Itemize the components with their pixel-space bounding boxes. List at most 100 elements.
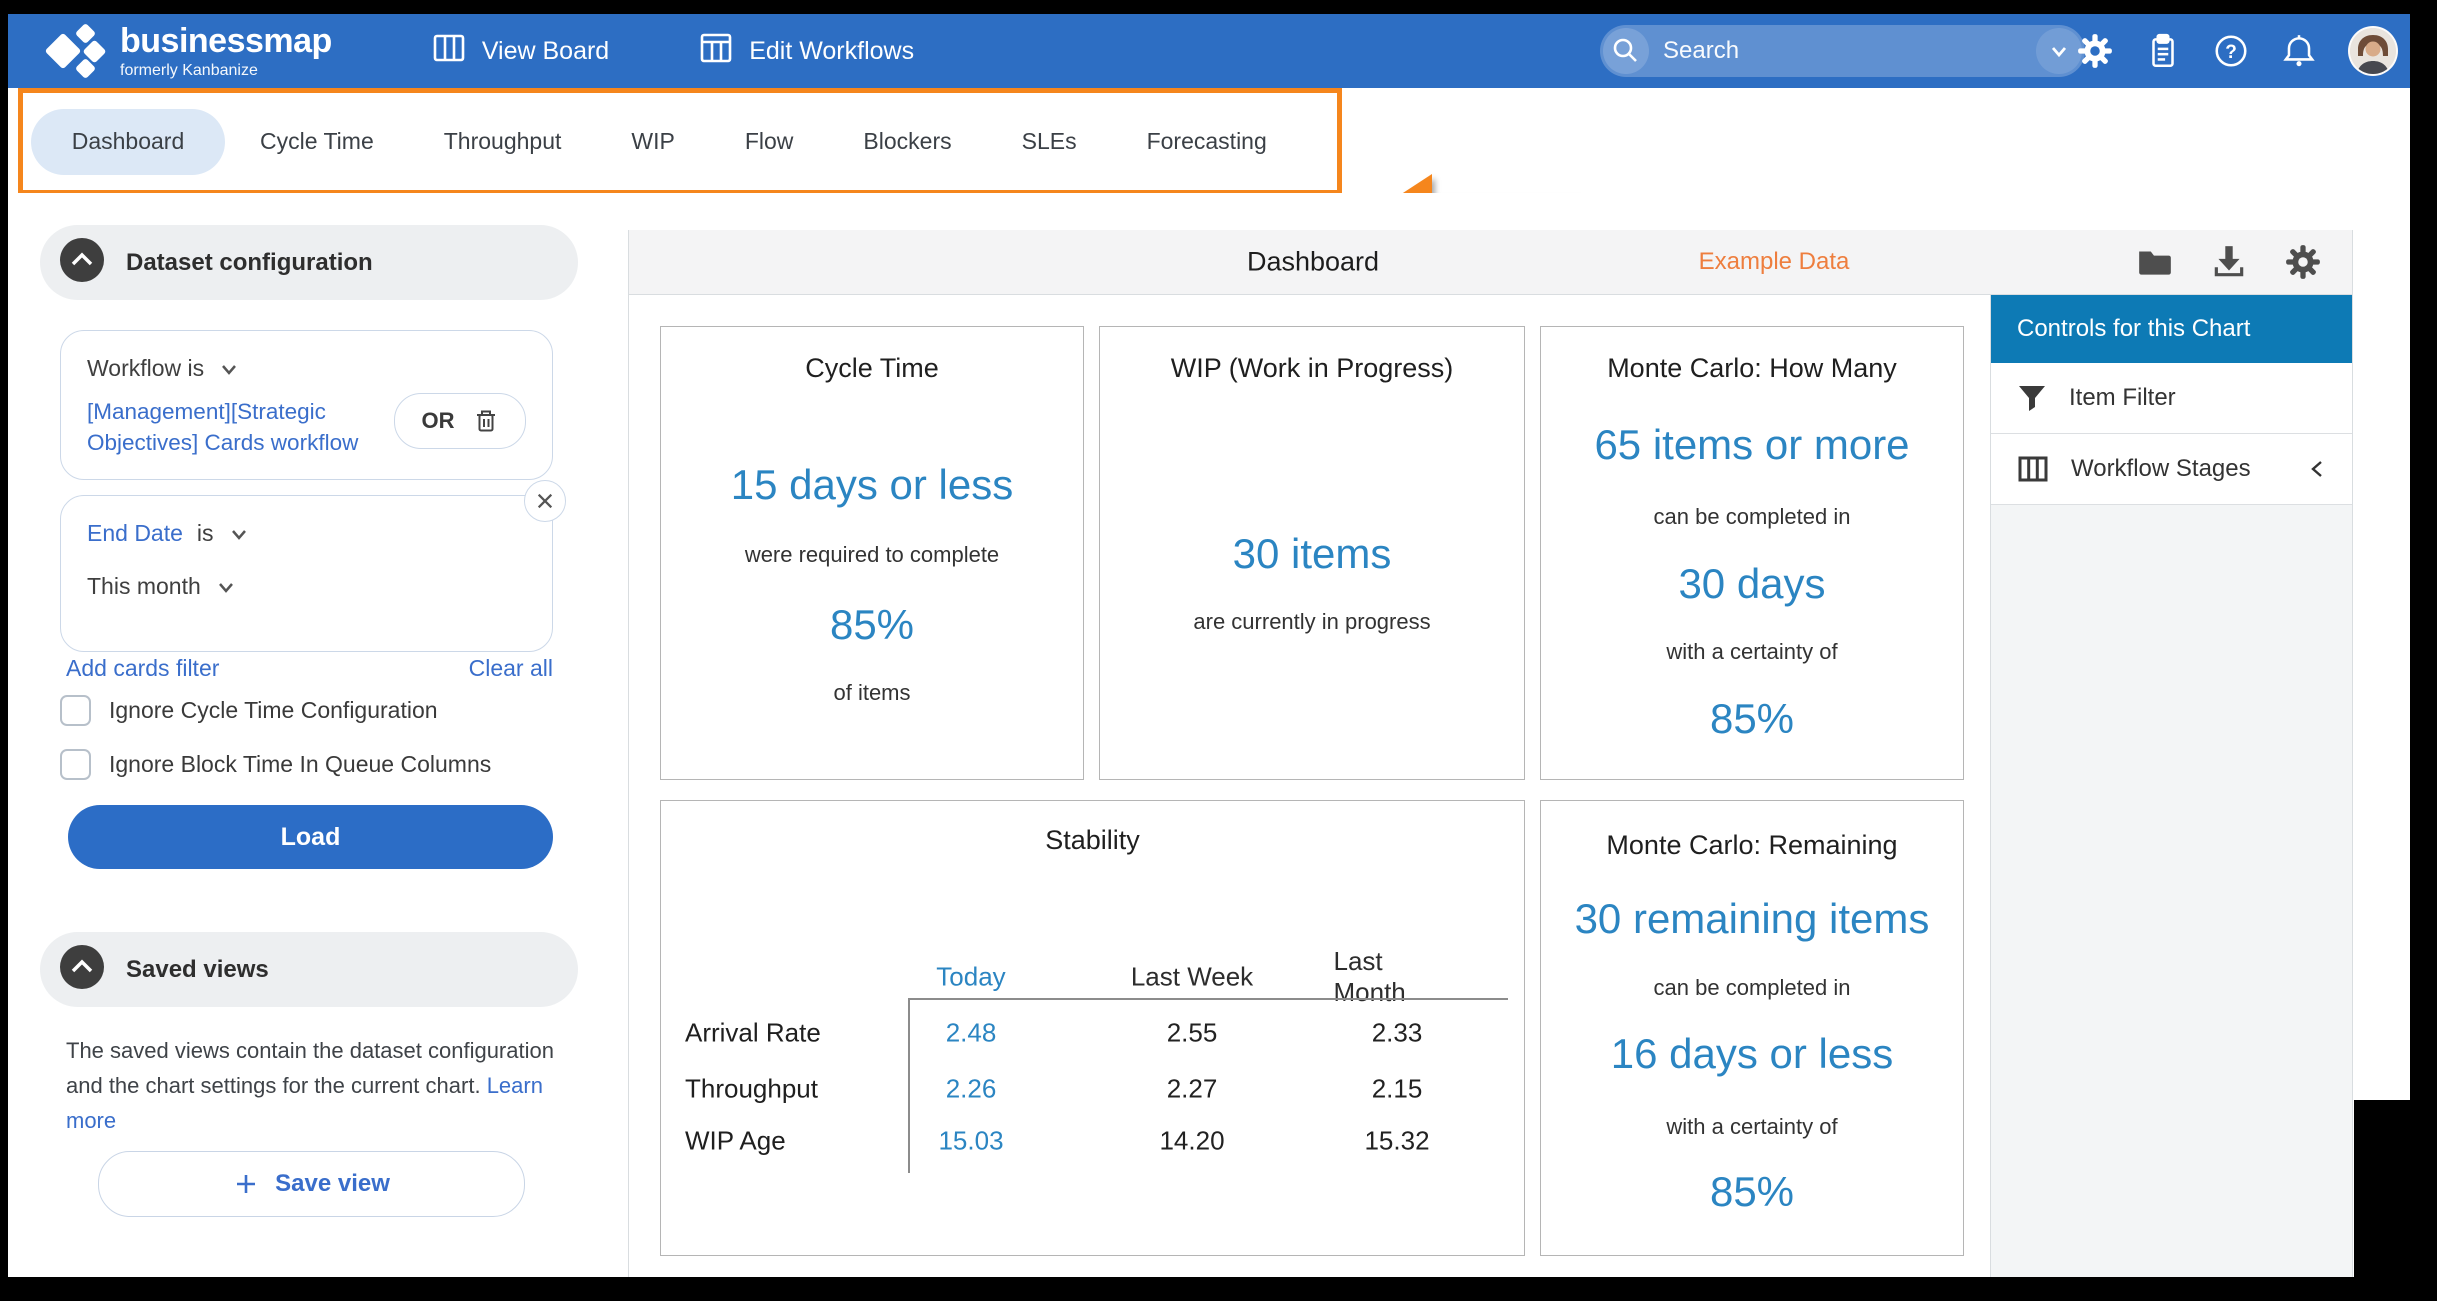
nav-view-board[interactable]: View Board <box>432 31 609 72</box>
workflow-field-dropdown[interactable]: Workflow is <box>87 355 526 382</box>
stability-value: 2.48 <box>945 1017 997 1048</box>
tab-sles[interactable]: SLEs <box>1021 128 1077 154</box>
table-divider <box>908 998 1508 1000</box>
stability-col-last-week: Last Week <box>1130 961 1254 992</box>
card-title: Cycle Time <box>805 353 939 383</box>
cycle-time-caption: were required to complete <box>744 542 1000 567</box>
board-columns-icon <box>432 31 466 72</box>
tab-cycle-time[interactable]: Cycle Time <box>260 128 374 154</box>
clipboard-icon[interactable] <box>2144 32 2182 70</box>
workflow-stages-row[interactable]: Workflow Stages <box>1991 434 2352 505</box>
stability-value: 2.15 <box>1371 1073 1423 1104</box>
chevron-left-icon <box>2311 461 2322 477</box>
workflow-table-icon <box>699 31 733 72</box>
stability-value: 2.26 <box>945 1073 997 1104</box>
help-icon[interactable]: ? <box>2212 32 2250 70</box>
or-condition-button[interactable]: OR <box>394 393 526 449</box>
mc-how-many-caption2: with a certainty of <box>1666 639 1838 664</box>
wip-caption: are currently in progress <box>1193 609 1431 634</box>
stability-col-last-month: Last Month <box>1333 946 1406 1007</box>
mc-remaining-days: 16 days or less <box>1610 1030 1894 1077</box>
logo-title: businessmap <box>120 21 332 60</box>
end-date-operator: is <box>196 520 214 546</box>
notifications-bell-icon[interactable] <box>2280 32 2318 70</box>
card-title: Monte Carlo: Remaining <box>1606 830 1898 860</box>
end-date-value-dropdown[interactable]: This month <box>87 573 526 600</box>
app-window: businessmap formerly Kanbanize View Boar… <box>8 14 2410 1277</box>
ignore-cycle-time-row: Ignore Cycle Time Configuration <box>60 695 438 726</box>
ignore-block-time-row: Ignore Block Time In Queue Columns <box>60 749 491 780</box>
close-icon <box>537 493 553 509</box>
workflow-field-label: Workflow is <box>87 355 205 381</box>
search-input[interactable]: Search <box>1600 25 2085 77</box>
load-button[interactable]: Load <box>68 805 553 869</box>
mc-remaining-items: 30 remaining items <box>1574 895 1930 942</box>
workflow-columns-icon <box>2018 456 2048 482</box>
ignore-cycle-time-label: Ignore Cycle Time Configuration <box>109 697 438 723</box>
stability-value: 14.20 <box>1159 1125 1225 1156</box>
tab-dashboard[interactable]: Dashboard <box>31 108 225 175</box>
save-view-label: Save view <box>275 1170 390 1197</box>
tab-blockers[interactable]: Blockers <box>863 128 952 154</box>
chevron-up-icon <box>60 945 104 994</box>
tab-forecasting[interactable]: Forecasting <box>1146 128 1267 154</box>
trash-icon <box>476 410 495 432</box>
nav-view-board-label: View Board <box>481 36 610 65</box>
panel-header: Dashboard Example Data <box>629 230 2352 295</box>
learn-more-link[interactable]: Learn more <box>66 1073 543 1133</box>
controls-panel: Controls for this Chart Item Filter Work… <box>1990 295 2352 1277</box>
remove-filter-button[interactable] <box>524 480 566 522</box>
saved-views-text: The saved views contain the dataset conf… <box>66 1038 554 1098</box>
tab-flow[interactable]: Flow <box>744 128 794 154</box>
saved-views-description: The saved views contain the dataset conf… <box>66 1033 562 1138</box>
saved-views-header[interactable]: Saved views <box>40 932 578 1007</box>
item-filter-label: Item Filter <box>2069 384 2176 411</box>
chart-settings-gear-icon[interactable] <box>2284 243 2322 281</box>
download-icon[interactable] <box>2210 243 2248 281</box>
example-data-badge[interactable]: Example Data <box>1698 248 1850 275</box>
stability-col-today: Today <box>936 961 1006 992</box>
dataset-configuration-header[interactable]: Dataset configuration <box>40 225 578 300</box>
svg-text:?: ? <box>2225 42 2237 63</box>
add-cards-filter-link[interactable]: Add cards filter <box>66 655 220 681</box>
stability-value: 2.33 <box>1371 1017 1423 1048</box>
end-date-field-dropdown[interactable]: End Date is <box>87 520 526 547</box>
card-title: Stability <box>1045 825 1140 855</box>
cycle-time-card: Cycle Time 15 days or less were required… <box>660 326 1084 780</box>
search-scope-dropdown[interactable] <box>2036 28 2082 74</box>
tab-wip[interactable]: WIP <box>631 128 675 154</box>
clear-all-link[interactable]: Clear all <box>468 655 553 681</box>
stability-value: 2.55 <box>1166 1017 1218 1048</box>
dataset-sidebar: Dataset configuration Workflow is [Manag… <box>8 193 628 1277</box>
workflow-stages-label: Workflow Stages <box>2071 455 2251 482</box>
dashboard-panel: Dashboard Example Data <box>628 230 2353 1277</box>
analytics-tab-bar: Dashboard Cycle Time Throughput WIP Flow… <box>8 88 2410 242</box>
stability-row-label: WIP Age <box>685 1125 786 1156</box>
card-title: Monte Carlo: How Many <box>1607 353 1897 383</box>
settings-gear-icon[interactable] <box>2076 32 2114 70</box>
ignore-cycle-time-checkbox[interactable] <box>60 695 91 726</box>
top-navigation-bar: businessmap formerly Kanbanize View Boar… <box>8 14 2410 88</box>
stability-card: Stability Today Last Week Last Month Arr… <box>660 800 1525 1256</box>
tab-dashboard-label: Dashboard <box>71 128 185 154</box>
ignore-block-time-checkbox[interactable] <box>60 749 91 780</box>
save-view-button[interactable]: Save view <box>98 1151 525 1217</box>
folder-icon[interactable] <box>2136 243 2174 281</box>
item-filter-row[interactable]: Item Filter <box>1991 363 2352 434</box>
dashboard-cards: Cycle Time 15 days or less were required… <box>629 295 1990 1277</box>
stability-row-label: Throughput <box>685 1073 818 1104</box>
controls-panel-header[interactable]: Controls for this Chart <box>1991 295 2352 363</box>
mc-how-many-days: 30 days <box>1678 560 1826 607</box>
background-matte <box>2354 1100 2437 1301</box>
wip-value: 30 items <box>1232 530 1392 577</box>
cycle-time-percent: 85% <box>829 601 915 648</box>
mc-remaining-caption1: can be completed in <box>1653 975 1851 1000</box>
nav-edit-workflows[interactable]: Edit Workflows <box>699 31 914 72</box>
tab-throughput[interactable]: Throughput <box>443 128 562 154</box>
businessmap-logo[interactable]: businessmap formerly Kanbanize <box>44 21 332 80</box>
workflow-value-link[interactable]: [Management][Strategic Objectives] Cards… <box>87 399 359 455</box>
wip-card: WIP (Work in Progress) 30 items are curr… <box>1099 326 1525 780</box>
chevron-up-icon <box>60 238 104 287</box>
user-avatar[interactable] <box>2348 26 2398 76</box>
